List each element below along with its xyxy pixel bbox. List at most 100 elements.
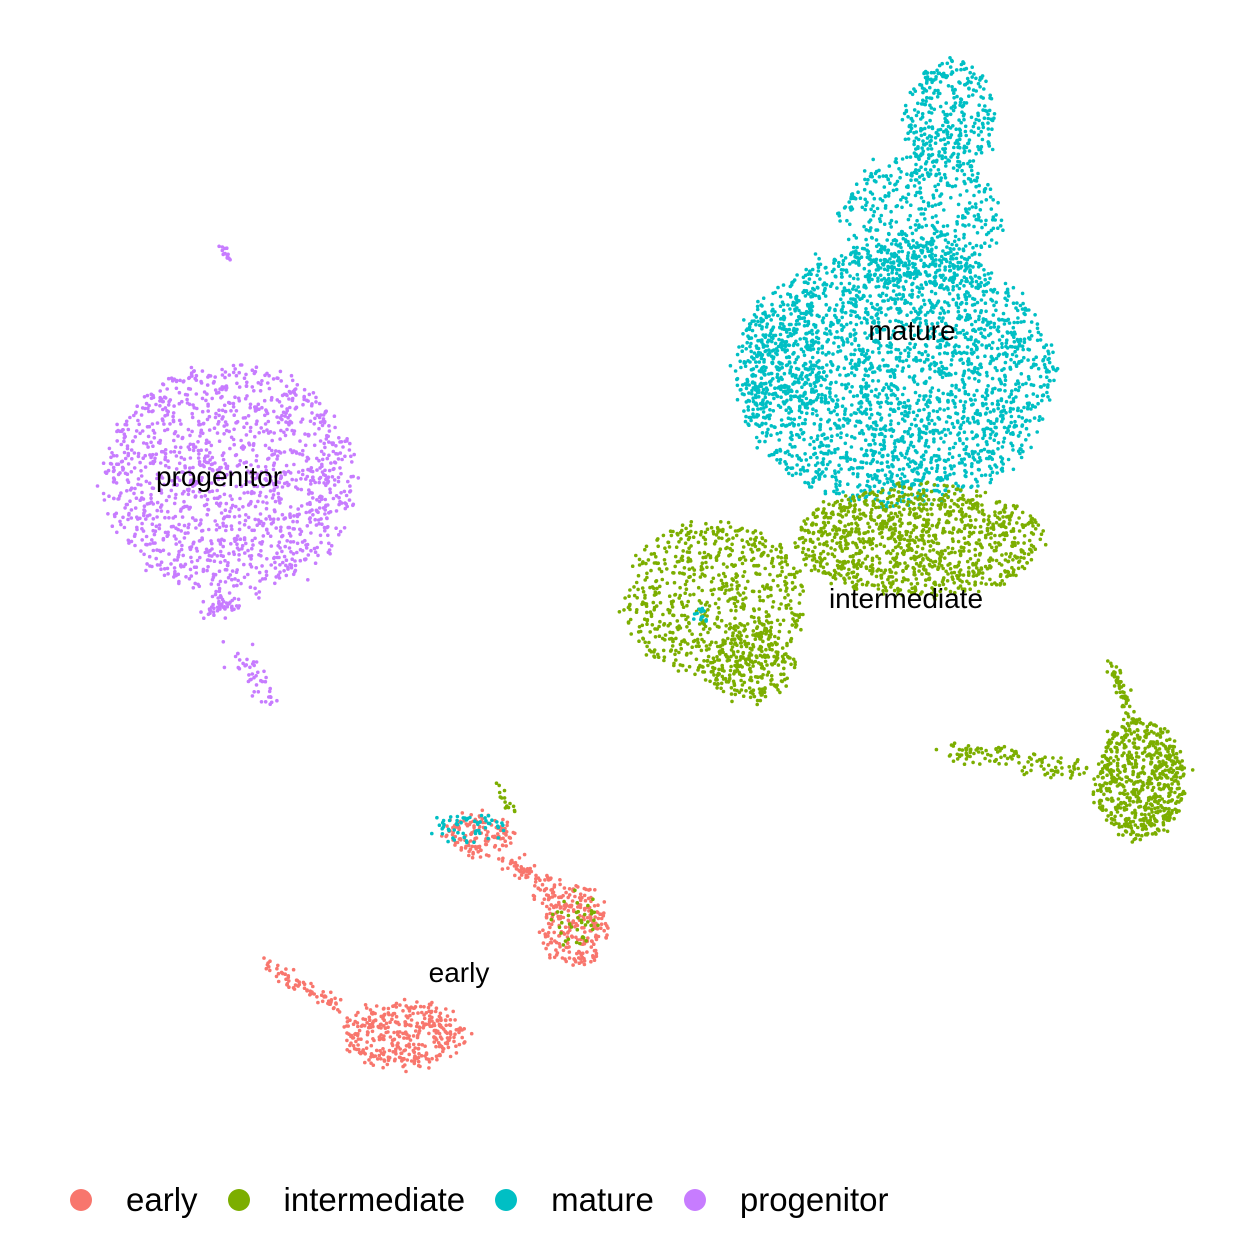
point-intermediate [829, 546, 833, 550]
point-intermediate [969, 498, 974, 502]
point-mature [942, 311, 947, 315]
point-mature [929, 460, 933, 465]
point-mature [816, 461, 820, 465]
point-mature [915, 470, 919, 475]
point-mature [816, 434, 820, 438]
point-intermediate [893, 511, 898, 516]
point-mature [886, 298, 890, 303]
point-mature [915, 241, 919, 245]
point-intermediate [835, 559, 840, 563]
point-mature [970, 205, 975, 209]
point-mature [832, 341, 836, 345]
point-mature [940, 375, 945, 380]
point-mature [1011, 432, 1015, 437]
point-intermediate [1007, 521, 1012, 526]
point-mature [809, 485, 814, 489]
point-mature [864, 203, 868, 207]
point-mature [823, 294, 828, 298]
point-mature [793, 394, 798, 399]
point-mature [747, 383, 751, 387]
point-mature [868, 461, 873, 466]
point-intermediate [888, 488, 893, 492]
point-mature [934, 428, 938, 433]
point-mature [864, 307, 868, 311]
point-mature [847, 418, 852, 423]
point-mature [938, 178, 943, 183]
point-mature [917, 254, 921, 259]
point-mature [883, 434, 887, 439]
point-mature [759, 376, 764, 381]
point-mature [861, 460, 865, 465]
point-intermediate [927, 577, 932, 582]
point-mature [820, 366, 825, 370]
point-mature [965, 279, 969, 284]
point-mature [922, 87, 927, 91]
point-mature [1037, 418, 1041, 423]
point-mature [981, 436, 985, 441]
point-mature [882, 267, 887, 272]
point-mature [965, 345, 970, 349]
point-mature [938, 332, 942, 337]
point-mature [1005, 430, 1009, 435]
point-intermediate [847, 530, 852, 535]
point-intermediate [658, 600, 663, 605]
point-mature [802, 353, 807, 358]
point-mature [805, 411, 809, 416]
point-mature [775, 431, 779, 436]
point-intermediate [840, 498, 844, 503]
point-intermediate [893, 503, 898, 508]
point-mature [967, 201, 972, 205]
point-intermediate [915, 555, 919, 560]
point-mature [972, 393, 976, 398]
point-mature [1038, 415, 1042, 419]
point-mature [900, 205, 904, 210]
point-mature [787, 452, 792, 457]
point-intermediate [892, 488, 896, 492]
point-intermediate [932, 498, 936, 502]
point-intermediate [997, 561, 1002, 566]
point-mature [811, 367, 816, 371]
point-mature [776, 285, 780, 290]
point-mature [973, 365, 977, 370]
point-mature [984, 345, 989, 350]
point-mature [1000, 345, 1004, 350]
point-intermediate [987, 514, 991, 519]
point-mature [906, 446, 911, 451]
point-mature [855, 393, 860, 398]
point-mature [882, 482, 886, 486]
point-intermediate [958, 568, 963, 572]
point-mature [910, 255, 915, 260]
point-mature [933, 488, 938, 493]
point-intermediate [922, 564, 926, 569]
point-mature [891, 289, 896, 293]
point-mature [965, 331, 969, 336]
point-mature [933, 369, 937, 374]
point-mature [828, 395, 832, 399]
point-intermediate [865, 554, 870, 559]
point-mature [917, 438, 921, 443]
point-mature [864, 448, 869, 453]
point-mature [778, 457, 783, 462]
point-mature [986, 384, 990, 388]
point-intermediate [875, 493, 879, 498]
point-mature [821, 457, 826, 461]
point-mature [929, 106, 934, 110]
point-mature [770, 360, 775, 365]
point-mature [1042, 383, 1046, 387]
point-mature [952, 271, 957, 276]
point-mature [984, 309, 988, 314]
point-mature [781, 400, 786, 404]
point-mature [833, 335, 838, 340]
point-mature [893, 439, 897, 443]
point-intermediate [1026, 521, 1031, 526]
point-intermediate [652, 648, 657, 652]
point-mature [889, 393, 894, 397]
point-mature [966, 211, 970, 215]
point-mature [889, 242, 894, 246]
point-mature [983, 222, 988, 227]
point-intermediate [871, 503, 876, 508]
point-mature [835, 318, 840, 323]
point-intermediate [1002, 537, 1007, 542]
point-mature [994, 425, 998, 430]
point-mature [932, 422, 937, 426]
